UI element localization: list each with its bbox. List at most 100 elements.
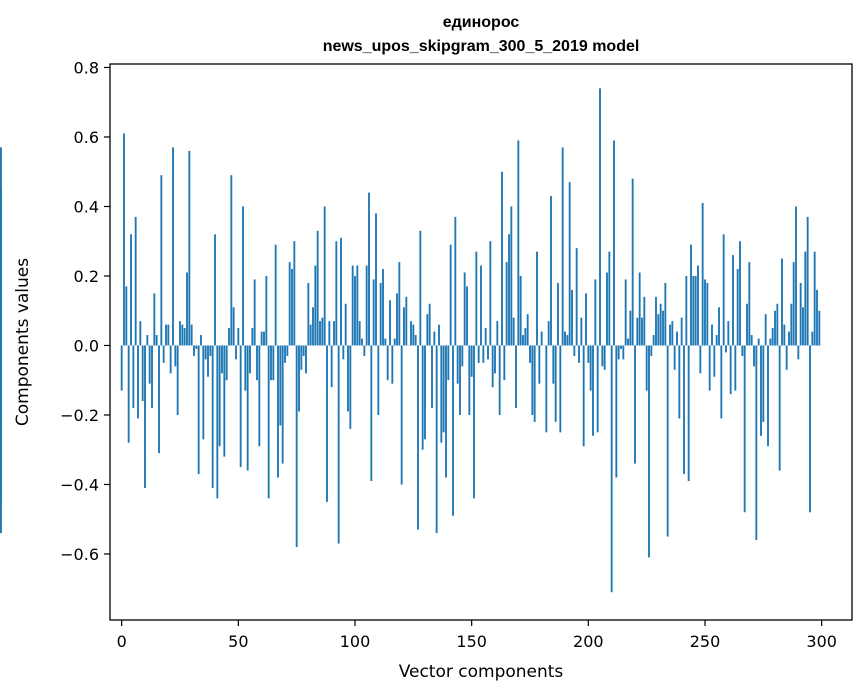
bar bbox=[333, 321, 335, 346]
bar bbox=[0, 345, 2, 534]
bar bbox=[335, 241, 338, 346]
bar bbox=[323, 206, 326, 346]
bar bbox=[442, 345, 445, 433]
bar bbox=[302, 345, 305, 356]
bar bbox=[529, 345, 531, 363]
x-axis-ticks: 0 50 100 150 200 250 300 bbox=[117, 620, 837, 651]
x-tick-label: 150 bbox=[456, 632, 487, 651]
bar bbox=[650, 345, 653, 356]
bar bbox=[538, 345, 541, 384]
bar bbox=[307, 282, 310, 346]
bar bbox=[669, 324, 671, 346]
x-tick-label: 100 bbox=[340, 632, 371, 651]
bar bbox=[713, 345, 716, 377]
bar bbox=[438, 324, 440, 346]
bar bbox=[622, 345, 625, 360]
bar bbox=[566, 335, 569, 346]
bar bbox=[400, 345, 403, 485]
bar bbox=[188, 150, 191, 346]
bar bbox=[473, 345, 475, 499]
bar bbox=[314, 265, 317, 346]
bar bbox=[564, 331, 566, 346]
bar bbox=[218, 345, 221, 447]
bar bbox=[480, 265, 482, 346]
bar bbox=[132, 345, 135, 409]
bar bbox=[260, 331, 263, 346]
bar bbox=[809, 345, 811, 513]
bar bbox=[270, 345, 272, 381]
bar bbox=[664, 282, 667, 346]
bar bbox=[608, 251, 611, 346]
bar bbox=[127, 345, 130, 443]
bar bbox=[533, 345, 536, 422]
bar bbox=[309, 324, 312, 346]
bar bbox=[818, 310, 821, 346]
bar bbox=[489, 241, 492, 346]
bar bbox=[802, 307, 804, 346]
bar bbox=[274, 244, 277, 346]
bar bbox=[162, 345, 165, 363]
bar bbox=[396, 293, 398, 346]
chart-title: единорос bbox=[443, 14, 520, 31]
bar bbox=[167, 324, 170, 346]
bar bbox=[361, 338, 363, 346]
bar bbox=[384, 338, 387, 346]
bar bbox=[496, 321, 499, 346]
bar bbox=[204, 345, 207, 360]
bar bbox=[678, 345, 681, 419]
bar bbox=[753, 345, 755, 367]
bar bbox=[517, 140, 520, 346]
bar bbox=[169, 345, 172, 374]
bar bbox=[687, 345, 690, 481]
bar bbox=[183, 328, 186, 346]
bar bbox=[708, 345, 711, 391]
bar bbox=[545, 345, 548, 433]
bar bbox=[235, 345, 237, 360]
bar bbox=[701, 203, 704, 346]
bar bbox=[806, 216, 809, 346]
bar bbox=[694, 275, 697, 346]
bar bbox=[349, 345, 352, 429]
bar bbox=[0, 345, 2, 405]
bar bbox=[321, 317, 324, 346]
bar bbox=[519, 275, 522, 346]
bar bbox=[804, 251, 807, 346]
bar bbox=[540, 331, 543, 346]
bar bbox=[692, 275, 695, 346]
bar bbox=[641, 317, 643, 346]
bar bbox=[683, 345, 685, 475]
bar bbox=[531, 345, 534, 415]
bar bbox=[711, 324, 713, 346]
x-tick-label: 0 bbox=[117, 632, 127, 651]
bar bbox=[774, 310, 776, 346]
y-tick-label: −0.6 bbox=[60, 545, 99, 564]
bar bbox=[638, 272, 641, 346]
bar bbox=[771, 328, 774, 346]
bar bbox=[288, 262, 291, 346]
bar bbox=[470, 345, 473, 377]
bar bbox=[256, 345, 258, 381]
bar bbox=[377, 345, 380, 415]
bar bbox=[382, 269, 384, 346]
bar bbox=[706, 282, 709, 346]
bar bbox=[223, 345, 226, 457]
bar bbox=[783, 324, 786, 346]
bar bbox=[466, 286, 468, 346]
bar bbox=[491, 345, 494, 388]
bar bbox=[340, 237, 342, 346]
bar bbox=[176, 345, 179, 415]
bar bbox=[657, 314, 660, 346]
bar bbox=[652, 335, 655, 346]
bar bbox=[330, 345, 333, 388]
bar bbox=[398, 262, 401, 346]
bar bbox=[298, 345, 300, 412]
x-tick-label: 200 bbox=[573, 632, 604, 651]
bar bbox=[617, 345, 620, 360]
bar bbox=[120, 345, 123, 391]
bar bbox=[755, 345, 758, 541]
bar bbox=[216, 345, 219, 499]
bar bbox=[342, 345, 345, 360]
bar bbox=[699, 345, 702, 374]
bar bbox=[795, 206, 797, 346]
bar bbox=[181, 324, 184, 346]
